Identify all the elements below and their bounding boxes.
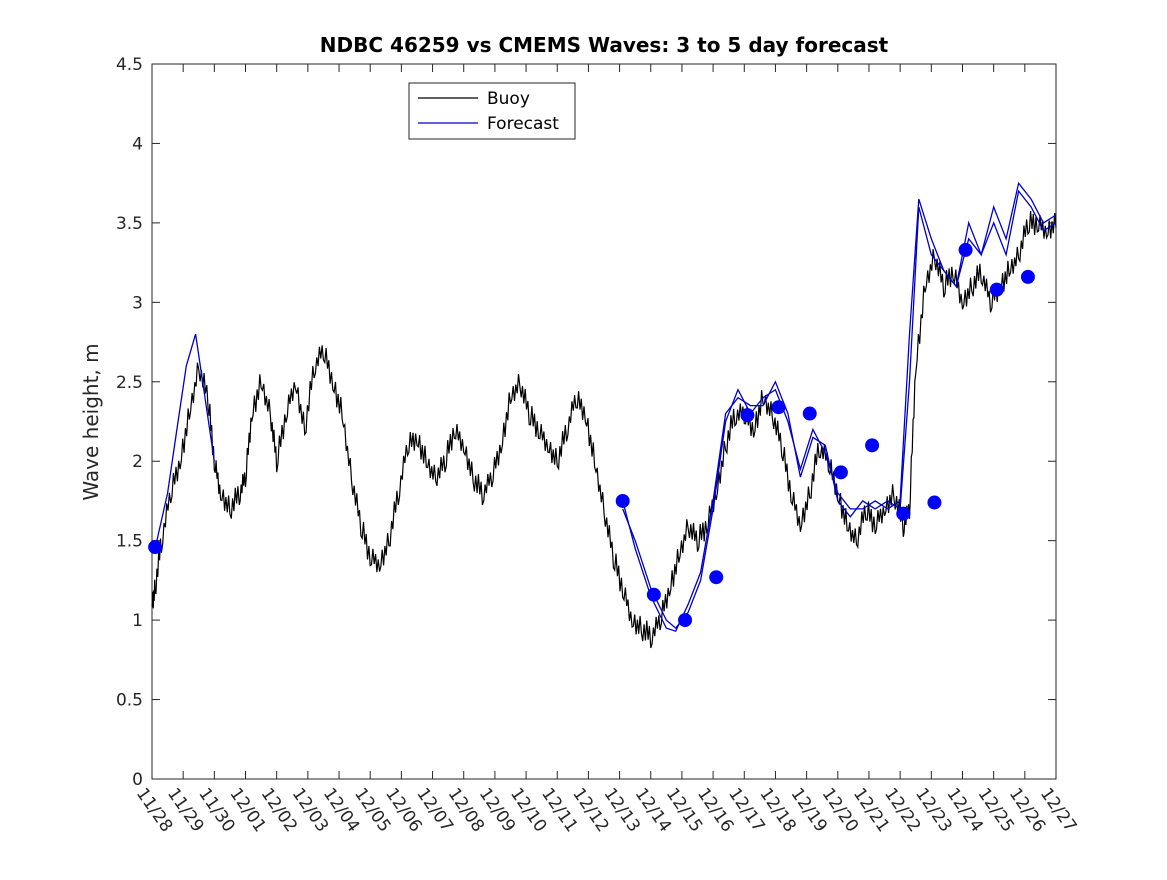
plot-layer: 00.511.522.533.544.511/2811/2911/3012/01… [116, 55, 1080, 836]
legend-forecast-label: Forecast [487, 114, 559, 134]
forecast-marker [1020, 269, 1035, 284]
y-tick-label: 0.5 [116, 691, 143, 711]
forecast-marker [865, 438, 880, 453]
plot-area [151, 63, 1057, 780]
forecast-marker [771, 400, 786, 415]
legend-box [408, 82, 576, 140]
legend: Buoy Forecast [408, 82, 576, 140]
y-tick-label: 2.5 [116, 373, 143, 393]
forecast-marker [709, 570, 724, 585]
y-tick-label: 4.5 [116, 55, 143, 75]
y-tick-label: 1 [132, 611, 143, 631]
forecast-line [622, 189, 1057, 632]
y-tick-label: 3.5 [116, 214, 143, 234]
chart-title: NDBC 46259 vs CMEMS Waves: 3 to 5 day fo… [320, 33, 889, 57]
forecast-marker [646, 587, 661, 602]
y-axis-label: Wave height, m [79, 343, 103, 500]
forecast-line [154, 333, 215, 549]
forecast-marker [927, 495, 942, 510]
y-tick-label: 2 [132, 452, 143, 472]
forecast-marker [802, 406, 817, 421]
forecast-marker [615, 493, 630, 508]
y-tick-label: 4 [132, 134, 143, 154]
forecast-marker [958, 242, 973, 257]
y-tick-label: 1.5 [116, 532, 143, 552]
forecast-marker [148, 540, 163, 555]
forecast-marker [740, 408, 755, 423]
forecast-marker [989, 282, 1004, 297]
forecast-marker [896, 506, 911, 521]
forecast-marker [678, 613, 693, 628]
legend-buoy-label: Buoy [487, 89, 530, 109]
y-tick-label: 0 [132, 770, 143, 790]
forecast-line [622, 181, 1057, 630]
y-tick-label: 3 [132, 293, 143, 313]
forecast-marker [833, 465, 848, 480]
